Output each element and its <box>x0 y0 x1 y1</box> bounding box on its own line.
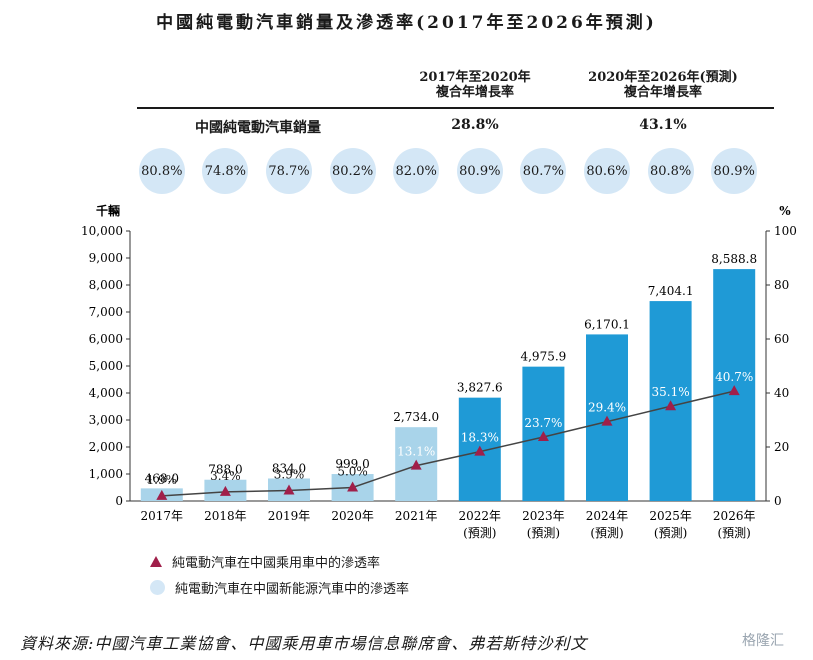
right-tick-label: 40 <box>774 386 789 400</box>
left-axis-unit: 千輛 <box>96 203 120 218</box>
x-tick-label: 2019年 <box>268 509 311 523</box>
left-tick-label: 10,000 <box>81 224 123 238</box>
left-tick-label: 1,000 <box>89 467 123 481</box>
penetration-marker <box>728 385 740 396</box>
penetration-marker <box>156 489 168 500</box>
bar-value-label: 788.0 <box>208 463 242 477</box>
x-tick-sublabel: (預測) <box>463 526 496 540</box>
left-tick-label: 6,000 <box>89 332 123 346</box>
x-tick-label: 2020年 <box>331 509 374 523</box>
legend-bubble: 純電動汽車在中國新能源汽車中的滲透率 <box>150 578 409 597</box>
legend-line-label: 純電動汽車在中國乘用車中的滲透率 <box>172 556 381 571</box>
penetration-marker <box>665 400 677 411</box>
watermark-logo: 格隆汇 <box>742 633 784 649</box>
bar-value-label: 6,170.1 <box>584 317 630 331</box>
x-tick-label: 2021年 <box>395 509 438 523</box>
x-tick-label: 2024年 <box>586 509 629 523</box>
right-tick-label: 20 <box>774 440 789 454</box>
x-tick-sublabel: (預測) <box>718 526 751 540</box>
x-tick-label: 2018年 <box>204 509 247 523</box>
table-divider <box>137 107 774 109</box>
left-tick-label: 0 <box>115 494 123 508</box>
left-tick-label: 4,000 <box>89 386 123 400</box>
right-tick-label: 60 <box>774 332 789 346</box>
right-axis-unit: % <box>779 204 791 218</box>
cagr-header-2020-2026: 2020年至2026年(預測) 複合年增長率 <box>568 70 758 100</box>
penetration-marker <box>474 445 486 456</box>
x-tick-label: 2023年 <box>522 509 565 523</box>
nev-penetration-bubble: 80.2% <box>329 148 376 194</box>
cagr-header-line2: 複合年增長率 <box>623 85 702 100</box>
bar-value-label: 2,734.0 <box>393 410 439 424</box>
triangle-marker-icon <box>150 556 162 567</box>
x-tick-label: 2022年 <box>459 509 502 523</box>
nev-penetration-bubble: 80.8% <box>647 148 694 194</box>
bar-value-label: 7,404.1 <box>648 284 694 298</box>
cagr-header-line1: 2020年至2026年(預測) <box>588 70 738 85</box>
penetration-value-label: 40.7% <box>715 370 753 384</box>
left-tick-label: 5,000 <box>89 359 123 373</box>
penetration-marker <box>410 459 422 470</box>
x-tick-label: 2025年 <box>649 509 692 523</box>
penetration-value-label: 13.1% <box>397 445 435 459</box>
penetration-marker <box>219 485 231 496</box>
nev-penetration-bubble: 80.9% <box>456 148 503 194</box>
cagr-header-line2: 複合年增長率 <box>435 85 514 100</box>
source-note: 資料來源:中國汽車工業協會、中國乘用車市場信息聯席會、弗若斯特沙利文 <box>20 634 588 653</box>
bar-value-label: 3,827.6 <box>457 381 503 395</box>
bar-value-label: 834.0 <box>272 461 306 475</box>
penetration-marker <box>283 484 295 495</box>
x-tick-label: 2017年 <box>141 509 184 523</box>
penetration-line <box>161 390 735 497</box>
right-tick-label: 80 <box>774 278 789 292</box>
penetration-marker <box>347 481 359 492</box>
penetration-marker <box>601 415 613 426</box>
sales-penetration-chart: 千輛 0 1,000 2,000 3,000 4,000 5,000 6,000 7,000 8,… <box>81 203 797 540</box>
penetration-value-label: 3.9% <box>274 467 305 481</box>
legend-bubble-label: 純電動汽車在中國新能源汽車中的滲透率 <box>175 582 410 597</box>
penetration-marker <box>537 431 549 442</box>
sales-bar <box>713 269 756 501</box>
legend-line: 純電動汽車在中國乘用車中的滲透率 <box>150 552 380 571</box>
x-tick-label: 2026年 <box>713 509 756 523</box>
chart-title: 中國純電動汽車銷量及滲透率(2017年至2026年預測) <box>156 13 657 33</box>
penetration-value-label: 18.3% <box>461 431 499 445</box>
nev-penetration-bubble: 80.9% <box>711 148 758 194</box>
penetration-value-label: 3.4% <box>210 469 241 483</box>
left-tick-label: 3,000 <box>89 413 123 427</box>
bar-value-label: 468.0 <box>145 471 179 485</box>
right-tick-label: 100 <box>774 224 797 238</box>
cagr-value-2017-2020: 28.8% <box>451 117 499 133</box>
penetration-value-label: 35.1% <box>652 385 690 399</box>
nev-penetration-bubble: 80.7% <box>520 148 567 194</box>
cagr-header-2017-2020: 2017年至2020年 複合年增長率 <box>405 70 545 100</box>
penetration-value-label: 23.7% <box>524 416 562 430</box>
left-tick-label: 8,000 <box>89 278 123 292</box>
penetration-value-label: 1.9% <box>147 473 178 487</box>
bar-value-label: 999.0 <box>335 457 369 471</box>
cagr-header-line1: 2017年至2020年 <box>419 70 531 85</box>
nev-penetration-bubble: 82.0% <box>393 148 440 194</box>
x-tick-sublabel: (預測) <box>654 526 687 540</box>
left-tick-label: 7,000 <box>89 305 123 319</box>
left-tick-label: 9,000 <box>89 251 123 265</box>
cagr-value-2020-2026: 43.1% <box>639 117 687 133</box>
nev-penetration-bubble: 74.8% <box>202 148 249 194</box>
left-tick-label: 2,000 <box>89 440 123 454</box>
nev-penetration-bubble: 80.8% <box>138 148 185 194</box>
nev-penetration-bubble: 78.7% <box>266 148 312 194</box>
bar-value-label: 4,975.9 <box>520 350 566 364</box>
bubble-marker-icon <box>150 580 165 595</box>
penetration-value-label: 5.0% <box>337 465 368 479</box>
penetration-value-label: 29.4% <box>588 401 626 415</box>
right-tick-label: 0 <box>774 494 782 508</box>
x-tick-sublabel: (預測) <box>590 526 623 540</box>
cagr-row-label: 中國純電動汽車銷量 <box>195 120 321 136</box>
x-tick-sublabel: (預測) <box>527 526 560 540</box>
nev-penetration-bubble: 80.6% <box>584 148 630 194</box>
bar-value-label: 8,588.8 <box>711 252 757 266</box>
